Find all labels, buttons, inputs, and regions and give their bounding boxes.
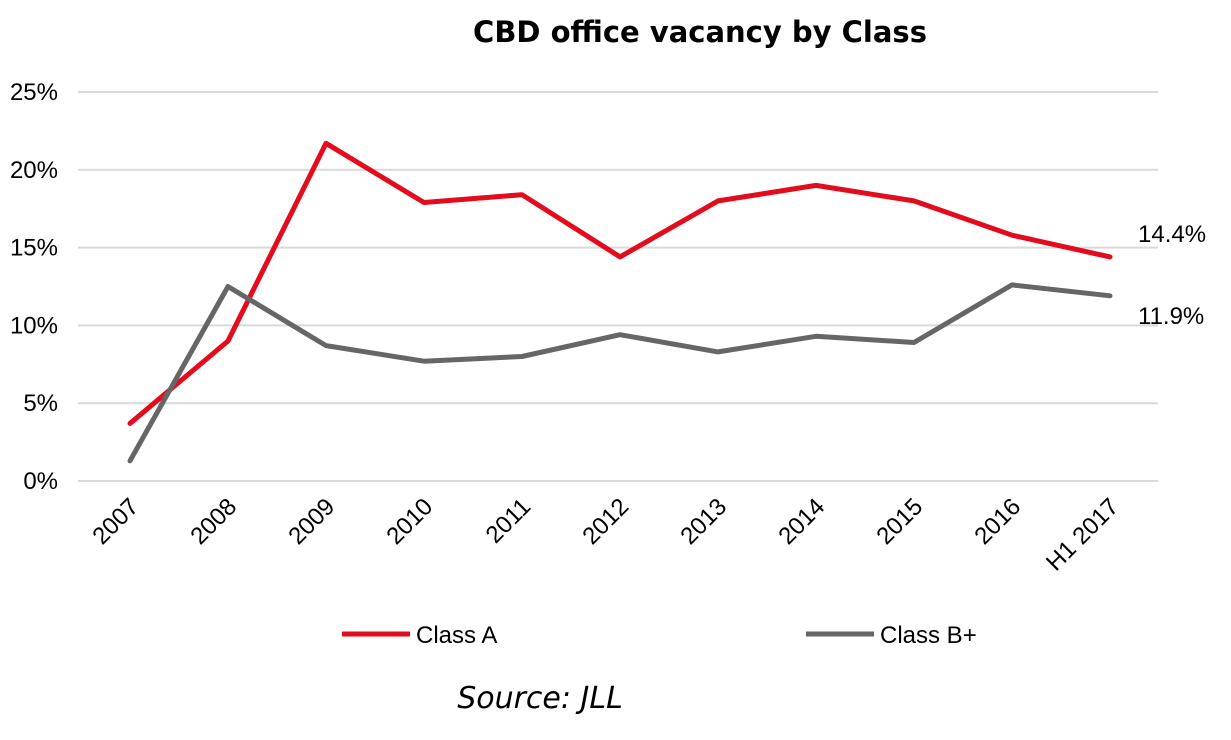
series-line-class-a: [127, 140, 1113, 426]
x-axis-ticks: 2007 2008 2009 2010 2011 2012 2013 2014 2015 2016…: [87, 493, 1124, 576]
end-value-label: 11.9%: [1138, 303, 1204, 330]
y-tick-label: 10%: [10, 312, 58, 339]
legend: Class A Class B+: [342, 622, 977, 649]
end-labels: 14.4% 11.9%: [1138, 221, 1206, 330]
end-value-label: 14.4%: [1138, 221, 1206, 248]
y-tick-label: 25%: [10, 79, 58, 106]
x-tick-label: 2016: [969, 493, 1026, 550]
x-tick-label: 2015: [871, 493, 928, 550]
x-tick-label: 2007: [87, 493, 144, 550]
y-tick-label: 0%: [23, 468, 58, 495]
source-note: Source: JLL: [457, 681, 623, 716]
x-tick-label: 2014: [773, 493, 830, 550]
x-tick-label: 2013: [675, 493, 732, 550]
x-tick-label: 2012: [577, 493, 634, 550]
x-tick-label: 2008: [185, 493, 242, 550]
x-tick-label: 2011: [481, 493, 537, 549]
chart-title: CBD office vacancy by Class: [473, 15, 927, 49]
y-tick-label: 15%: [10, 235, 58, 262]
legend-label: Class B+: [880, 622, 977, 649]
x-tick-label: 2009: [283, 493, 340, 550]
y-tick-label: 20%: [10, 157, 58, 184]
legend-label: Class A: [416, 622, 497, 649]
series-lines: [127, 140, 1113, 464]
series-line-class-b: [127, 282, 1113, 464]
y-tick-label: 5%: [23, 390, 58, 417]
y-axis-ticks: 0% 5% 10% 15% 20% 25%: [10, 79, 58, 495]
x-tick-label: 2010: [381, 493, 438, 550]
x-tick-label: H1 2017: [1041, 493, 1124, 576]
gridlines: [78, 91, 1158, 482]
